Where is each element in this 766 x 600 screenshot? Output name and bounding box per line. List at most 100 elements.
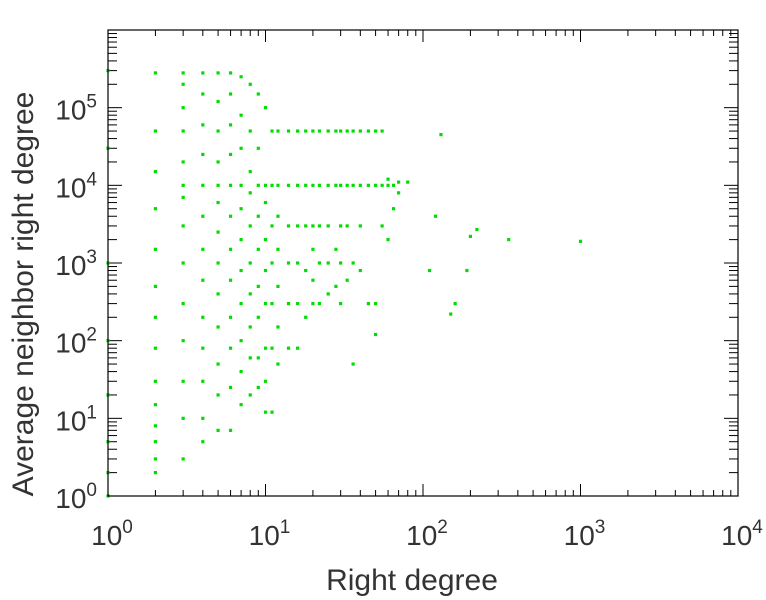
data-point: [181, 339, 185, 343]
data-point: [270, 183, 274, 187]
data-point: [334, 284, 338, 288]
data-point: [201, 71, 205, 75]
x-tick-label: 100: [91, 517, 133, 551]
data-point: [276, 183, 280, 187]
data-point: [334, 247, 338, 251]
data-point: [406, 180, 410, 184]
data-point: [304, 268, 308, 273]
data-point: [181, 224, 185, 228]
data-point: [386, 183, 390, 187]
data-point: [216, 160, 220, 164]
data-point: [345, 183, 349, 187]
axis-ticks: [107, 30, 738, 497]
data-point: [345, 224, 349, 228]
data-point: [296, 261, 300, 265]
data-point: [256, 247, 260, 251]
data-point: [181, 379, 185, 383]
data-point: [304, 224, 308, 228]
data-point: [201, 416, 205, 420]
data-point: [201, 152, 205, 157]
data-point: [181, 195, 185, 199]
data-point: [286, 302, 291, 306]
data-point: [345, 129, 349, 133]
data-point: [263, 183, 268, 187]
data-point: [216, 200, 220, 205]
data-point: [153, 71, 158, 75]
y-tick-label: 101: [55, 402, 97, 436]
data-point: [153, 284, 158, 288]
data-point: [228, 315, 233, 319]
data-point: [216, 428, 220, 432]
y-tick-label: 100: [55, 480, 97, 514]
x-axis-label: Right degree: [326, 564, 498, 597]
data-point: [239, 183, 243, 187]
data-point: [296, 183, 300, 187]
data-point: [256, 183, 260, 187]
data-point: [181, 82, 185, 86]
data-point: [153, 346, 158, 350]
y-tick-label: 102: [55, 325, 97, 359]
data-point: [239, 75, 243, 79]
data-point: [578, 239, 583, 243]
data-point: [391, 183, 396, 187]
data-point: [366, 129, 370, 133]
data-point: [453, 302, 457, 306]
data-point: [201, 183, 205, 187]
data-point: [286, 261, 291, 265]
data-point: [263, 379, 268, 383]
data-point: [239, 238, 243, 242]
data-point: [216, 292, 220, 296]
data-point: [153, 471, 158, 475]
data-point: [181, 261, 185, 265]
data-point: [373, 332, 378, 337]
data-point: [263, 200, 268, 205]
data-point: [201, 214, 205, 218]
data-point: [216, 99, 220, 104]
data-point: [286, 183, 291, 187]
data-point: [201, 346, 205, 350]
data-point: [239, 268, 243, 273]
data-point: [276, 247, 280, 251]
x-tick-label: 104: [721, 517, 763, 551]
data-point: [439, 133, 443, 137]
data-point: [386, 177, 390, 181]
data-point: [311, 278, 315, 282]
data-point: [248, 191, 252, 195]
data-point: [358, 183, 362, 187]
data-point: [256, 315, 260, 319]
data-point: [181, 457, 185, 461]
data-point: [239, 207, 243, 211]
y-axis-label: Average neighbor right degree: [7, 92, 40, 497]
data-point: [181, 106, 185, 110]
plot-frame: [107, 29, 739, 497]
data-point: [201, 379, 205, 383]
data-point: [153, 207, 158, 211]
data-point: [248, 393, 252, 397]
data-point: [239, 369, 243, 374]
data-point: [339, 183, 343, 187]
data-point: [304, 129, 308, 133]
data-point: [228, 71, 233, 75]
x-tick-labels: 100 101 102 103 104: [91, 517, 763, 551]
data-point: [304, 183, 308, 187]
data-point: [270, 261, 274, 265]
data-point: [228, 385, 233, 390]
data-point: [296, 302, 300, 306]
data-point: [339, 129, 343, 133]
data-point: [263, 238, 268, 242]
data-point: [248, 325, 252, 329]
data-point: [256, 146, 260, 150]
data-point: [351, 261, 355, 265]
data-point: [334, 129, 338, 133]
data-point: [248, 292, 252, 296]
data-point: [228, 183, 233, 187]
data-point: [373, 302, 378, 306]
data-point: [201, 315, 205, 319]
data-point: [380, 183, 384, 187]
data-point: [248, 129, 252, 133]
data-point: [263, 346, 268, 350]
data-point: [270, 410, 274, 414]
data-point: [317, 302, 322, 306]
data-point: [256, 356, 260, 360]
